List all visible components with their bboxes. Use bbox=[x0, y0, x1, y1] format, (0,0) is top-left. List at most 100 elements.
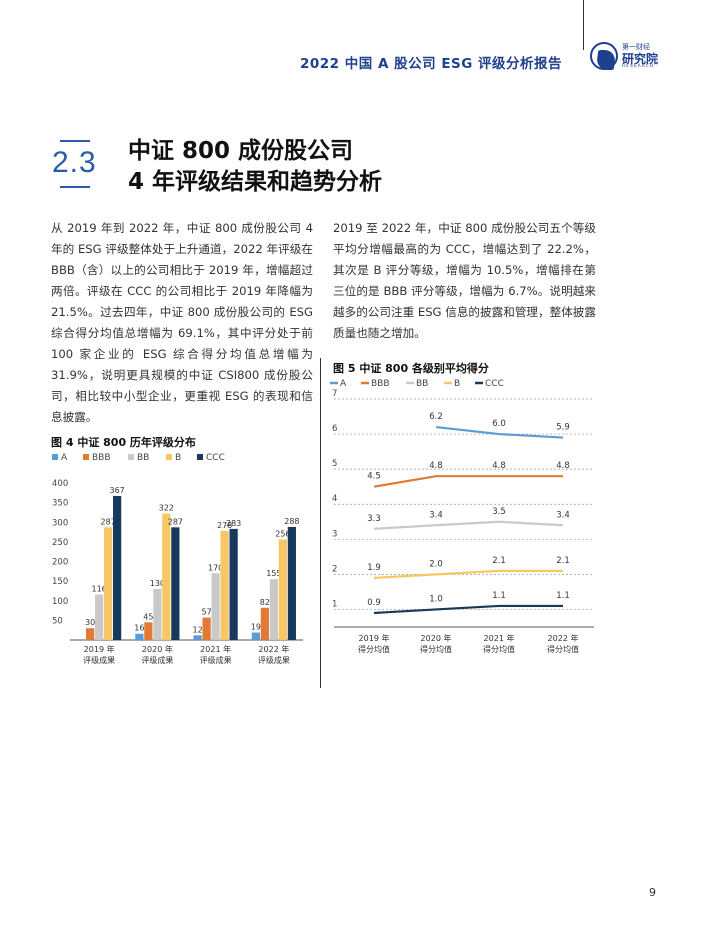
bar-value-label: 12 bbox=[193, 625, 203, 634]
x-tick-label: 评级成果 bbox=[83, 655, 115, 665]
bar-A bbox=[193, 635, 202, 640]
bar-B bbox=[162, 513, 171, 640]
bar-BBB bbox=[86, 628, 95, 640]
point-value-label: 6.2 bbox=[429, 412, 443, 422]
series-line-B bbox=[373, 569, 563, 579]
y-tick-label: 50 bbox=[52, 616, 63, 626]
series-line-A bbox=[435, 425, 564, 439]
x-tick-label: 评级成果 bbox=[141, 655, 173, 665]
legend-label-BB: BB bbox=[137, 453, 149, 463]
legend-label-CCC: CCC bbox=[206, 453, 225, 463]
section-title-line2: 4 年评级结果和趋势分析 bbox=[128, 169, 383, 195]
y-tick-label: 7 bbox=[332, 389, 337, 399]
bar-BB bbox=[269, 579, 278, 640]
bar-value-label: 287 bbox=[100, 517, 115, 526]
y-tick-label: 2 bbox=[332, 564, 337, 574]
section-title-line1: 中证 800 成份股公司 bbox=[128, 138, 354, 164]
point-value-label: 0.9 bbox=[367, 598, 381, 608]
x-tick-label: 2021 年 bbox=[200, 644, 231, 654]
y-tick-label: 350 bbox=[52, 499, 68, 509]
bar-value-label: 287 bbox=[168, 517, 183, 526]
legend-swatch-BBB bbox=[83, 454, 89, 460]
bar-value-label: 16 bbox=[134, 624, 144, 633]
point-value-label: 6.0 bbox=[492, 419, 506, 429]
y-tick-label: 1 bbox=[332, 599, 337, 609]
x-tick-label: 2019 年 bbox=[84, 644, 115, 654]
header-divider-line bbox=[583, 0, 584, 50]
x-tick-label: 得分均值 bbox=[358, 644, 390, 654]
section-number: 2.3 bbox=[52, 146, 97, 179]
y-tick-label: 100 bbox=[52, 597, 68, 607]
legend-label-BBB: BBB bbox=[371, 379, 390, 389]
point-value-label: 1.0 bbox=[429, 594, 443, 604]
point-value-label: 4.8 bbox=[492, 461, 506, 471]
legend-label-BBB: BBB bbox=[92, 453, 111, 463]
bar-CCC bbox=[229, 528, 238, 640]
x-tick-label: 评级成果 bbox=[200, 655, 232, 665]
x-tick-label: 得分均值 bbox=[483, 644, 515, 654]
bar-value-label: 155 bbox=[266, 569, 281, 578]
legend-label-BB: BB bbox=[416, 379, 428, 389]
logo-emblem bbox=[590, 42, 618, 70]
bar-value-label: 256 bbox=[275, 530, 290, 539]
y-tick-label: 400 bbox=[52, 479, 68, 489]
bar-CCC bbox=[171, 527, 180, 640]
report-title: 2022 中国 A 股公司 ESG 评级分析报告 bbox=[300, 56, 563, 72]
bar-value-label: 19 bbox=[251, 623, 261, 632]
series-line-CCC bbox=[373, 604, 563, 615]
legend-label-A: A bbox=[61, 453, 68, 463]
bar-A bbox=[135, 633, 144, 640]
point-value-label: 3.4 bbox=[556, 510, 570, 520]
point-value-label: 2.0 bbox=[429, 559, 443, 569]
y-tick-label: 250 bbox=[52, 538, 68, 548]
bar-value-label: 130 bbox=[150, 579, 165, 588]
legend-swatch-CCC bbox=[197, 454, 203, 460]
legend-swatch-B bbox=[166, 454, 172, 460]
bar-value-label: 170 bbox=[208, 563, 223, 572]
legend-swatch-A bbox=[52, 454, 58, 460]
body-paragraph-right: 2019 至 2022 年，中证 800 成份股公司五个等级平均分增幅最高的为 … bbox=[333, 221, 596, 340]
point-value-label: 1.9 bbox=[367, 563, 381, 573]
x-tick-label: 2021 年 bbox=[484, 633, 515, 643]
legend-label-B: B bbox=[175, 453, 181, 463]
y-tick-label: 5 bbox=[332, 459, 337, 469]
y-tick-label: 150 bbox=[52, 577, 68, 587]
bar-BBB bbox=[202, 617, 211, 640]
bar-value-label: 45 bbox=[143, 612, 153, 621]
bar-value-label: 322 bbox=[159, 504, 174, 513]
bar-BB bbox=[95, 594, 104, 640]
bar-B bbox=[278, 539, 287, 640]
y-tick-label: 4 bbox=[332, 494, 337, 504]
page-number: 9 bbox=[649, 886, 656, 899]
point-value-label: 1.1 bbox=[556, 591, 570, 601]
section-number-rule-top bbox=[60, 140, 90, 142]
bar-value-label: 30 bbox=[85, 618, 95, 627]
bar-CCC bbox=[287, 526, 296, 640]
x-tick-label: 2022 年 bbox=[548, 633, 579, 643]
point-value-label: 4.8 bbox=[556, 461, 570, 471]
series-line-BB bbox=[373, 520, 564, 530]
bar-A bbox=[251, 632, 260, 640]
y-tick-label: 300 bbox=[52, 518, 68, 528]
bar-B bbox=[220, 530, 229, 640]
x-tick-label: 得分均值 bbox=[547, 644, 579, 654]
bar-value-label: 116 bbox=[91, 584, 106, 593]
legend-label-A: A bbox=[340, 379, 347, 389]
bar-B bbox=[104, 527, 113, 640]
point-value-label: 2.1 bbox=[492, 556, 506, 566]
research-logo: 第一财经 研究院 RESEARCH bbox=[590, 40, 690, 70]
y-tick-label: 200 bbox=[52, 558, 68, 568]
section-title: 中证 800 成份股公司 4 年评级结果和趋势分析 bbox=[128, 136, 382, 198]
bar-value-label: 278 bbox=[217, 521, 232, 530]
point-value-label: 1.1 bbox=[492, 591, 506, 601]
y-tick-label: 6 bbox=[332, 424, 337, 434]
bar-value-label: 82 bbox=[260, 598, 270, 607]
point-value-label: 4.5 bbox=[367, 472, 381, 482]
column-divider bbox=[320, 358, 321, 688]
point-value-label: 2.1 bbox=[556, 556, 570, 566]
bar-value-label: 288 bbox=[284, 517, 299, 526]
point-value-label: 3.5 bbox=[492, 507, 506, 517]
bar-BBB bbox=[144, 622, 153, 640]
point-value-label: 3.4 bbox=[429, 510, 443, 520]
series-line-BBB bbox=[373, 475, 563, 488]
